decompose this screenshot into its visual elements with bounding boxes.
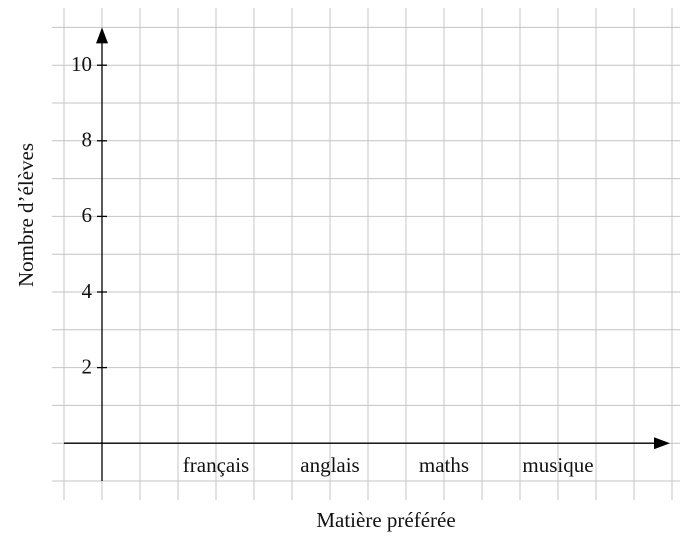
y-tick-label: 2 bbox=[82, 354, 93, 378]
y-tick-label: 10 bbox=[71, 52, 92, 76]
y-axis-label: Nombre d’élèves bbox=[14, 143, 38, 287]
x-tick-label: maths bbox=[419, 453, 469, 477]
x-axis-label: Matière préférée bbox=[316, 508, 455, 532]
y-tick-label: 4 bbox=[82, 279, 93, 303]
y-tick-label: 6 bbox=[82, 203, 93, 227]
y-axis-arrow bbox=[96, 27, 108, 44]
x-tick-label: musique bbox=[522, 453, 593, 477]
x-tick-label: anglais bbox=[300, 453, 359, 477]
x-axis-arrow bbox=[654, 437, 670, 450]
x-tick-label: français bbox=[183, 453, 249, 477]
y-tick-label: 8 bbox=[82, 128, 93, 152]
